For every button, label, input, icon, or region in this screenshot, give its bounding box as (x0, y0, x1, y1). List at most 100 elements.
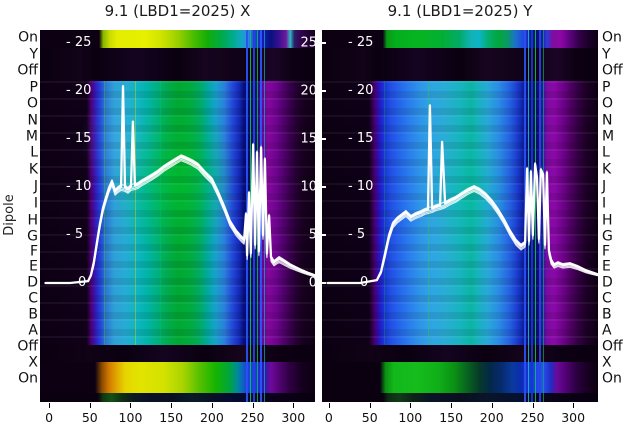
mid-axis-tick-15: 15 (300, 131, 317, 147)
x-tick-label-0: 0 (324, 410, 333, 425)
x-tick-label-300: 300 (561, 410, 586, 425)
row-label-left-on-0: On (18, 29, 38, 46)
mid-axis-tick-5: 5 (308, 227, 317, 243)
right-panel-title: 9.1 (LBD1=2025) Y (387, 2, 533, 20)
row-label-right-on-21: On (602, 370, 622, 387)
heatmap-row-stripes (40, 81, 315, 345)
x-tick-0 (49, 403, 51, 408)
x-tick-label-50: 50 (81, 410, 98, 425)
left-spine-tick-0 (322, 282, 326, 284)
x-axis-left: 0 50 100 150 200 250 300 (40, 402, 315, 430)
heatmap-streak-7 (384, 81, 386, 345)
left-spine-tick-15 (322, 138, 326, 140)
row-label-right-k-8: K (602, 161, 612, 178)
x-tick-200 (211, 403, 213, 408)
x-tick-label-100: 100 (398, 410, 423, 425)
row-labels-left: On Y Off P O N M L K J I H G F E D C B A Off X On (6, 30, 38, 402)
heatmap-streak-7 (159, 81, 161, 345)
x-tick-50 (369, 403, 371, 408)
row-label-left-g-12: G (27, 228, 38, 245)
heatmap-streak-6 (134, 81, 136, 345)
heatmap-streak-8 (104, 81, 106, 345)
row-label-right-y-1: Y (602, 46, 611, 63)
row-label-right-p-3: P (602, 79, 611, 96)
row-label-right-off-2: Off (602, 62, 623, 79)
x-tick-50 (89, 403, 91, 408)
x-tick-250 (532, 403, 534, 408)
row-label-left-i-10: I (33, 195, 38, 212)
x-tick-300 (573, 403, 575, 408)
row-label-right-o-4: O (602, 95, 614, 112)
mid-axis-tick-0: 0 (308, 275, 317, 291)
row-label-left-l-7: L (30, 144, 38, 161)
row-label-right-d-15: D (602, 274, 613, 291)
x-tick-label-0: 0 (45, 410, 54, 425)
row-label-left-c-16: C (28, 290, 38, 307)
x-tick-label-200: 200 (199, 410, 224, 425)
row-label-left-n-5: N (27, 112, 38, 129)
heatmap-band-body (40, 81, 315, 345)
row-label-left-on-21: On (18, 370, 38, 387)
row-label-left-y-1: Y (29, 46, 38, 63)
x-tick-label-250: 250 (240, 410, 265, 425)
row-label-right-g-12: G (602, 228, 613, 245)
row-label-right-n-5: N (602, 112, 613, 129)
inner-value-label-0: 0 (78, 275, 87, 290)
inner-value-label-5: - 5 (66, 227, 84, 242)
row-label-right-l-7: L (602, 144, 610, 161)
row-label-right-on-0: On (602, 29, 622, 46)
heatmap-body-glow-0 (322, 81, 598, 345)
heatmap-band-y-off-dark (322, 48, 598, 81)
row-label-left-h-11: H (27, 212, 38, 229)
row-label-left-off-2: Off (17, 62, 38, 79)
inner-value-label-10: - 10 (348, 179, 374, 194)
x-tick-150 (451, 403, 453, 408)
inner-value-label-20: - 20 (348, 83, 374, 98)
row-label-left-d-15: D (27, 274, 38, 291)
row-label-left-a-18: A (28, 322, 38, 339)
x-tick-150 (171, 403, 173, 408)
row-label-left-p-3: P (29, 79, 38, 96)
left-spine-tick-20 (322, 90, 326, 92)
signal-trace-main (326, 104, 598, 285)
heatmap-band-on-bottom (40, 393, 315, 402)
inner-value-label-20: - 20 (66, 83, 92, 98)
heatmap-band-y-off-dark (40, 48, 315, 81)
row-label-right-h-11: H (602, 212, 613, 229)
inner-value-label-15: - 15 (66, 131, 92, 146)
inner-value-label-10: - 10 (66, 179, 92, 194)
heatmap-streak-3 (535, 30, 537, 402)
inner-value-label-25: - 25 (66, 35, 92, 50)
mid-axis-tick-10: 10 (300, 179, 317, 195)
mid-axis-labels: 25 20 15 10 5 0 (288, 30, 317, 402)
x-tick-300 (293, 403, 295, 408)
mid-axis-tick-20: 20 (300, 83, 317, 99)
row-label-right-c-16: C (602, 290, 612, 307)
heatmap-body-glow-1 (40, 81, 315, 345)
heatmap-body-glow-0 (40, 81, 315, 345)
mid-axis-tick-25: 25 (300, 35, 317, 51)
inner-value-label-25: - 25 (348, 35, 374, 50)
row-label-right-j-9: J (602, 178, 607, 195)
signal-trace-main (44, 85, 315, 285)
row-label-left-j-9: J (33, 178, 38, 195)
heatmap-panel-x: - 25 - 20 - 15 - 10 - 5 0 (40, 30, 315, 402)
row-labels-right: On Y Off P O N M L K J I H G F E D C B A Off X On (602, 30, 638, 402)
left-spine-tick-25 (322, 42, 326, 44)
x-tick-label-150: 150 (159, 410, 184, 425)
row-label-right-off-19: Off (602, 338, 623, 355)
row-label-left-b-17: B (28, 306, 38, 323)
row-label-right-m-6: M (602, 128, 615, 145)
row-label-left-k-8: K (28, 161, 38, 178)
heatmap-band-off-bottom-dark (322, 345, 598, 362)
x-tick-label-50: 50 (361, 410, 378, 425)
heatmap-band-x-band (40, 362, 315, 393)
inner-value-label-15: - 15 (348, 131, 374, 146)
left-spine-tick-10 (322, 186, 326, 188)
heatmap-streak-4 (260, 30, 263, 402)
signal-trace-svg (44, 85, 315, 285)
x-axis-right: 0 50 100 150 200 250 300 (322, 402, 598, 430)
row-label-right-a-18: A (602, 322, 612, 339)
inner-value-label-0: 0 (360, 275, 369, 290)
